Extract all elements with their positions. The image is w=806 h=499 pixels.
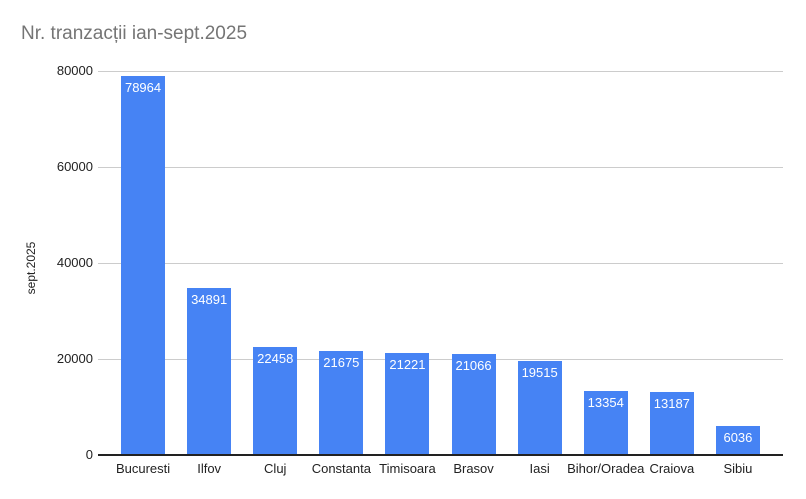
bar [517, 361, 562, 454]
x-category-label: Constanta [311, 461, 371, 476]
x-category-label: Bucuresti [115, 461, 171, 476]
y-tick-label: 40000 [56, 255, 93, 270]
y-tick-label: 20000 [56, 351, 93, 366]
x-axis-line [98, 454, 783, 456]
bar [121, 75, 166, 454]
bar-value-label: 21221 [389, 357, 426, 373]
bar-value-label: 34891 [191, 291, 228, 307]
chart-title: Nr. tranzacții ian-sept.2025 [21, 23, 248, 44]
bar [319, 350, 364, 454]
x-category-label: Cluj [264, 461, 287, 476]
bar [451, 353, 496, 454]
bar [187, 287, 232, 454]
gridline [98, 358, 783, 360]
bar-value-label: 22458 [257, 351, 294, 367]
bar-value-label: 78964 [124, 79, 162, 95]
gridline [98, 262, 783, 264]
bar [715, 426, 760, 454]
x-category-label: Ilfov [197, 461, 222, 476]
bar-value-label: 21675 [323, 354, 360, 370]
bar [385, 353, 430, 454]
gridline [98, 70, 783, 72]
bar-value-label: 13187 [653, 395, 690, 411]
y-tick-label: 0 [85, 447, 93, 462]
bar [253, 347, 298, 454]
y-tick-label: 60000 [56, 159, 93, 174]
bar-value-label: 21066 [455, 357, 492, 373]
gridline [98, 166, 783, 168]
x-category-label: Iasi [529, 461, 550, 476]
bar-value-label: 19515 [521, 365, 558, 381]
x-category-label: Brasov [453, 461, 494, 476]
x-category-label: Timisoara [379, 461, 436, 476]
bar [649, 391, 694, 454]
x-category-label: Sibiu [723, 461, 753, 476]
y-tick-label: 80000 [56, 63, 93, 78]
x-category-label: Craiova [649, 461, 695, 476]
x-category-label: Bihor/Oradea [567, 461, 645, 476]
bar-value-label: 6036 [723, 430, 753, 446]
bar-value-label: 13354 [587, 394, 624, 410]
bar [583, 390, 628, 454]
